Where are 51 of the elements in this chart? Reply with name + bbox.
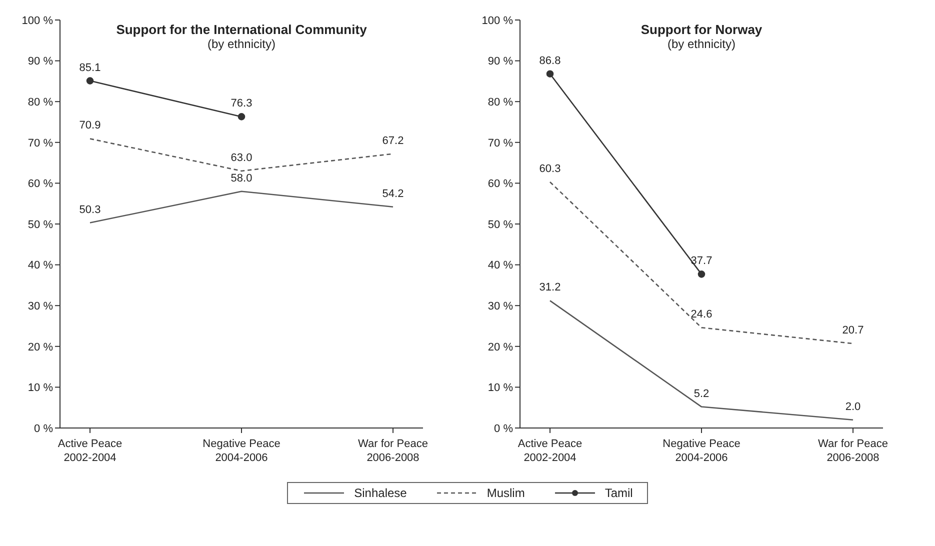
y-tick-label: 40 % <box>488 260 514 272</box>
data-label: 76.3 <box>230 98 252 110</box>
y-tick-label: 10 % <box>488 382 514 394</box>
data-label: 24.6 <box>690 308 712 321</box>
data-label: 31.2 <box>539 282 561 294</box>
text: (by ethnicity) <box>666 37 737 51</box>
y-tick-label: 90 % <box>28 56 54 68</box>
y-tick-label: 0 % <box>494 422 514 435</box>
data-label: 86.8 <box>539 54 561 67</box>
x-tick-label: Negative Peace 2004-2006 <box>662 438 740 464</box>
data-label: 60.3 <box>539 162 561 175</box>
data-label: 20.7 <box>842 324 864 337</box>
y-tick-label: 100 % <box>482 14 514 27</box>
y-tick-label: 50 % <box>28 218 54 231</box>
y-tick-label: 70 % <box>488 137 514 150</box>
y-tick-label: 60 % <box>488 178 514 190</box>
y-tick-label: 70 % <box>28 137 54 150</box>
x-tick-label: Active Peace 2002-2004 <box>58 438 122 464</box>
y-tick-label: 20 % <box>28 341 54 354</box>
data-label: 85.1 <box>79 62 101 74</box>
data-label: 67.2 <box>382 134 404 147</box>
y-tick-label: 60 % <box>28 178 54 190</box>
chart-title: Support for Norway <box>640 22 764 37</box>
y-tick-label: 0 % <box>34 422 54 435</box>
x-tick-label: War for Peace 2006-2008 <box>358 438 428 464</box>
y-tick-label: 80 % <box>488 96 514 109</box>
y-tick-label: 40 % <box>28 260 54 272</box>
data-label: 58.0 <box>230 172 252 184</box>
y-tick-label: 30 % <box>28 300 54 313</box>
y-tick-label: 80 % <box>28 96 54 109</box>
y-tick-label: 10 % <box>28 382 54 394</box>
y-tick-label: 100 % <box>22 14 54 27</box>
x-tick-label: Negative Peace 2004-2006 <box>202 438 280 464</box>
chart-title: Support for the International Community <box>115 22 368 37</box>
y-tick-label: 50 % <box>488 218 514 231</box>
data-label: 50.3 <box>79 204 101 216</box>
data-label: 37.7 <box>690 255 712 268</box>
y-tick-label: 30 % <box>488 300 514 313</box>
data-label: 70.9 <box>79 120 101 132</box>
data-label: 54.2 <box>382 188 404 200</box>
data-label: 2.0 <box>845 400 861 413</box>
legend-label: Muslim <box>486 486 525 500</box>
y-tick-label: 20 % <box>488 341 514 354</box>
text: (by ethnicity) <box>206 37 277 51</box>
data-label: 63.0 <box>230 152 252 164</box>
legend-label: Sinhalese <box>354 486 407 500</box>
x-tick-label: War for Peace 2006-2008 <box>818 438 888 464</box>
y-tick-label: 90 % <box>488 56 514 68</box>
data-label: 5.2 <box>694 388 710 400</box>
legend-label: Tamil <box>604 486 633 500</box>
x-tick-label: Active Peace 2002-2004 <box>518 438 582 464</box>
